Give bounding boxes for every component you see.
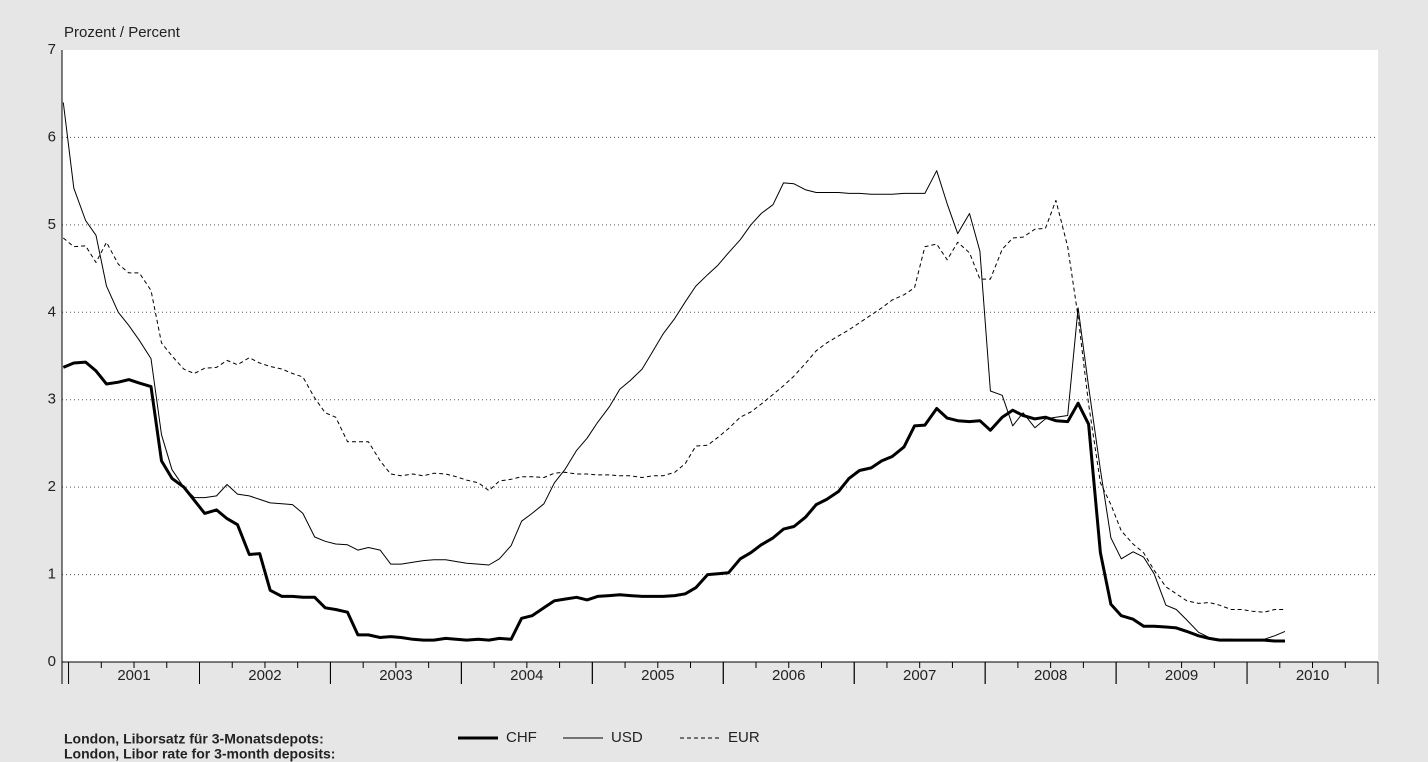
legend-label: USD <box>611 729 643 746</box>
series-line <box>62 199 1285 613</box>
x-tick-label: 2001 <box>117 667 150 684</box>
y-tick-label: 7 <box>48 41 56 58</box>
x-tick-label: 2009 <box>1165 667 1198 684</box>
x-tick-label: 2008 <box>1034 667 1067 684</box>
x-tick-label: 2002 <box>248 667 281 684</box>
legend-label: EUR <box>728 729 760 746</box>
x-tick-label: 2004 <box>510 667 543 684</box>
x-tick-label: 2007 <box>903 667 936 684</box>
legend-title: London, Libor rate for 3-month deposits: <box>64 746 335 762</box>
x-tick-label: 2003 <box>379 667 412 684</box>
legend-label: CHF <box>506 729 537 746</box>
x-tick-label: 2006 <box>772 667 805 684</box>
plot-area <box>62 50 1378 662</box>
series-line <box>62 360 1285 643</box>
y-tick-label: 6 <box>48 128 56 145</box>
x-tick-label: 2010 <box>1296 667 1329 684</box>
series-line <box>62 102 1286 641</box>
y-tick-label: 2 <box>48 478 56 495</box>
y-tick-label: 5 <box>48 216 56 233</box>
y-tick-label: 0 <box>48 653 56 670</box>
x-tick-label: 2005 <box>641 667 674 684</box>
legend-title: London, Liborsatz für 3-Monatsdepots: <box>64 731 324 747</box>
y-axis-label: Prozent / Percent <box>64 24 181 41</box>
y-tick-label: 1 <box>48 566 56 583</box>
y-tick-label: 3 <box>48 391 56 408</box>
y-tick-label: 4 <box>48 303 56 320</box>
